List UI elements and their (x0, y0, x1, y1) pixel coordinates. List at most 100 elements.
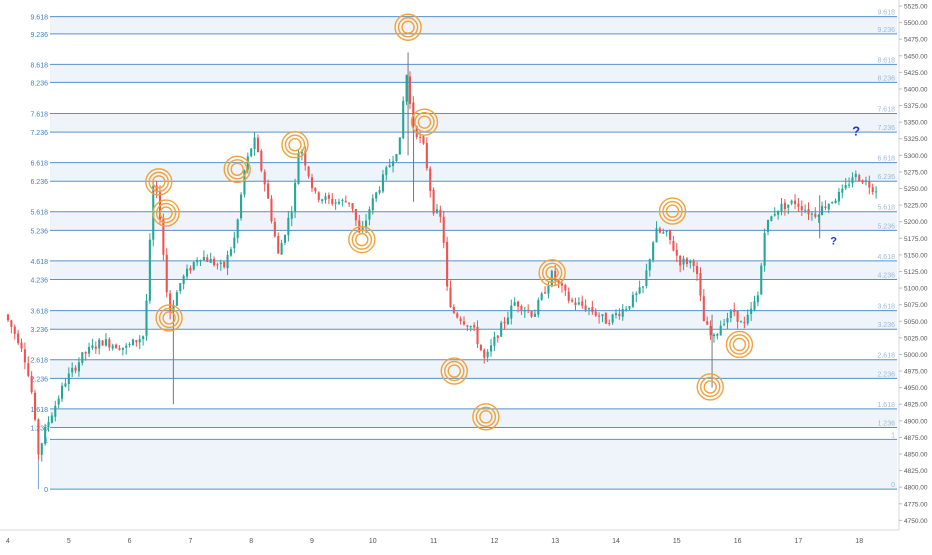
candle-body (169, 293, 172, 313)
candle-body (685, 258, 688, 265)
price-tick-label: 4775.00 (904, 501, 928, 508)
price-tick-label: 5325.00 (904, 136, 928, 143)
date-tick-label: 17 (795, 538, 803, 545)
circle-marker-ring (284, 134, 306, 155)
price-tick-label: 4975.00 (904, 369, 928, 376)
candle-body (520, 306, 523, 311)
candle-body (425, 143, 428, 169)
price-tick-label: 5300.00 (904, 153, 928, 160)
candle-body (398, 137, 401, 155)
candle-body (679, 255, 682, 266)
circle-marker-ring (148, 171, 169, 193)
candle-body (189, 267, 192, 271)
candle-body (256, 137, 260, 152)
candle-body (503, 321, 506, 324)
circle-marker-ring (658, 197, 687, 225)
date-tick-label: 11 (430, 538, 437, 545)
circle-marker-ring (401, 20, 415, 34)
candle-body (773, 214, 776, 216)
candle-body (10, 320, 13, 327)
fib-band (50, 162, 897, 182)
candle-body (797, 203, 800, 207)
candle-body (817, 215, 820, 217)
candle-body (824, 206, 827, 209)
candle-body (793, 200, 797, 204)
circle-marker-ring (479, 410, 493, 424)
price-tick-label: 4825.00 (904, 468, 928, 475)
circle-marker-ring (447, 364, 461, 378)
circle-marker-ring (665, 204, 680, 218)
candle-body (341, 199, 344, 202)
fib-band (50, 310, 897, 330)
candle-body (753, 301, 756, 310)
candle-body (834, 200, 837, 204)
candle-body (479, 344, 482, 351)
candle-body (243, 170, 246, 195)
candle-body (402, 100, 405, 139)
question-annotation: ? (852, 123, 860, 138)
circled-points-layer (145, 13, 754, 431)
candle-body (476, 327, 479, 345)
date-tick-label: 7 (188, 538, 192, 545)
candle-body (47, 421, 50, 427)
candle-body (71, 367, 74, 373)
candle-body (77, 362, 80, 372)
candle-body (452, 307, 455, 313)
candle-body (625, 308, 628, 310)
price-tick-label: 5000.00 (904, 352, 928, 359)
candle-body (638, 287, 641, 294)
candle-body (456, 313, 459, 318)
candle-body (277, 236, 280, 254)
candle-body (516, 301, 520, 307)
candle-body (108, 339, 111, 348)
circle-marker-ring (227, 159, 248, 180)
fib-level-label-right: 0 (891, 482, 895, 489)
candle-body (577, 302, 580, 305)
circle-marker-ring (732, 337, 747, 352)
candle-body (641, 286, 645, 288)
candle-body (665, 230, 668, 233)
circle-marker-ring (394, 13, 422, 41)
candle-body (719, 325, 722, 336)
candle-body (462, 321, 466, 325)
candle-body (662, 232, 665, 234)
fib-level-label-right: 5.236 (877, 223, 895, 230)
circle-marker-ring (397, 17, 419, 38)
candle-body (20, 342, 23, 349)
fib-level-label-left: 4.236 (30, 277, 48, 284)
candle-body (473, 325, 476, 328)
candle-body (655, 228, 658, 243)
candle-body (331, 198, 334, 204)
candle-body (405, 75, 408, 102)
price-axis[interactable]: 5525.00 5500.00 5475.00 5450.00 5425.00 5400.… (898, 0, 928, 530)
candle-body (37, 419, 40, 455)
candle-body (57, 398, 60, 405)
candle-body (94, 346, 97, 349)
fib-level-label-right: 9.236 (877, 27, 895, 34)
fib-level-label-right: 1 (891, 432, 895, 439)
candle-body (229, 249, 232, 256)
circle-marker-ring (541, 262, 563, 284)
candle-body (446, 241, 449, 287)
candle-body (601, 314, 604, 317)
circle-marker-ring (223, 155, 251, 183)
candle-body (547, 285, 550, 294)
candle-body (104, 339, 108, 346)
candle-body (591, 307, 594, 312)
candle-body (88, 347, 91, 354)
fib-level-label-left: 3.618 (30, 309, 48, 316)
date-tick-label: 5 (67, 538, 71, 545)
date-axis[interactable]: 4 5 6 7 8 9 10 11 12 13 14 15 16 17 18 (0, 529, 899, 545)
candle-body (148, 239, 151, 301)
price-tick-label: 5525.00 (904, 4, 928, 11)
candle-body (628, 306, 631, 309)
candle-body (496, 335, 499, 338)
candle-body (557, 279, 560, 283)
candle-body (206, 257, 209, 262)
candle-body (209, 259, 212, 263)
price-tick-label: 5225.00 (904, 203, 928, 210)
candle-body (270, 198, 273, 222)
candle-body (125, 345, 128, 348)
